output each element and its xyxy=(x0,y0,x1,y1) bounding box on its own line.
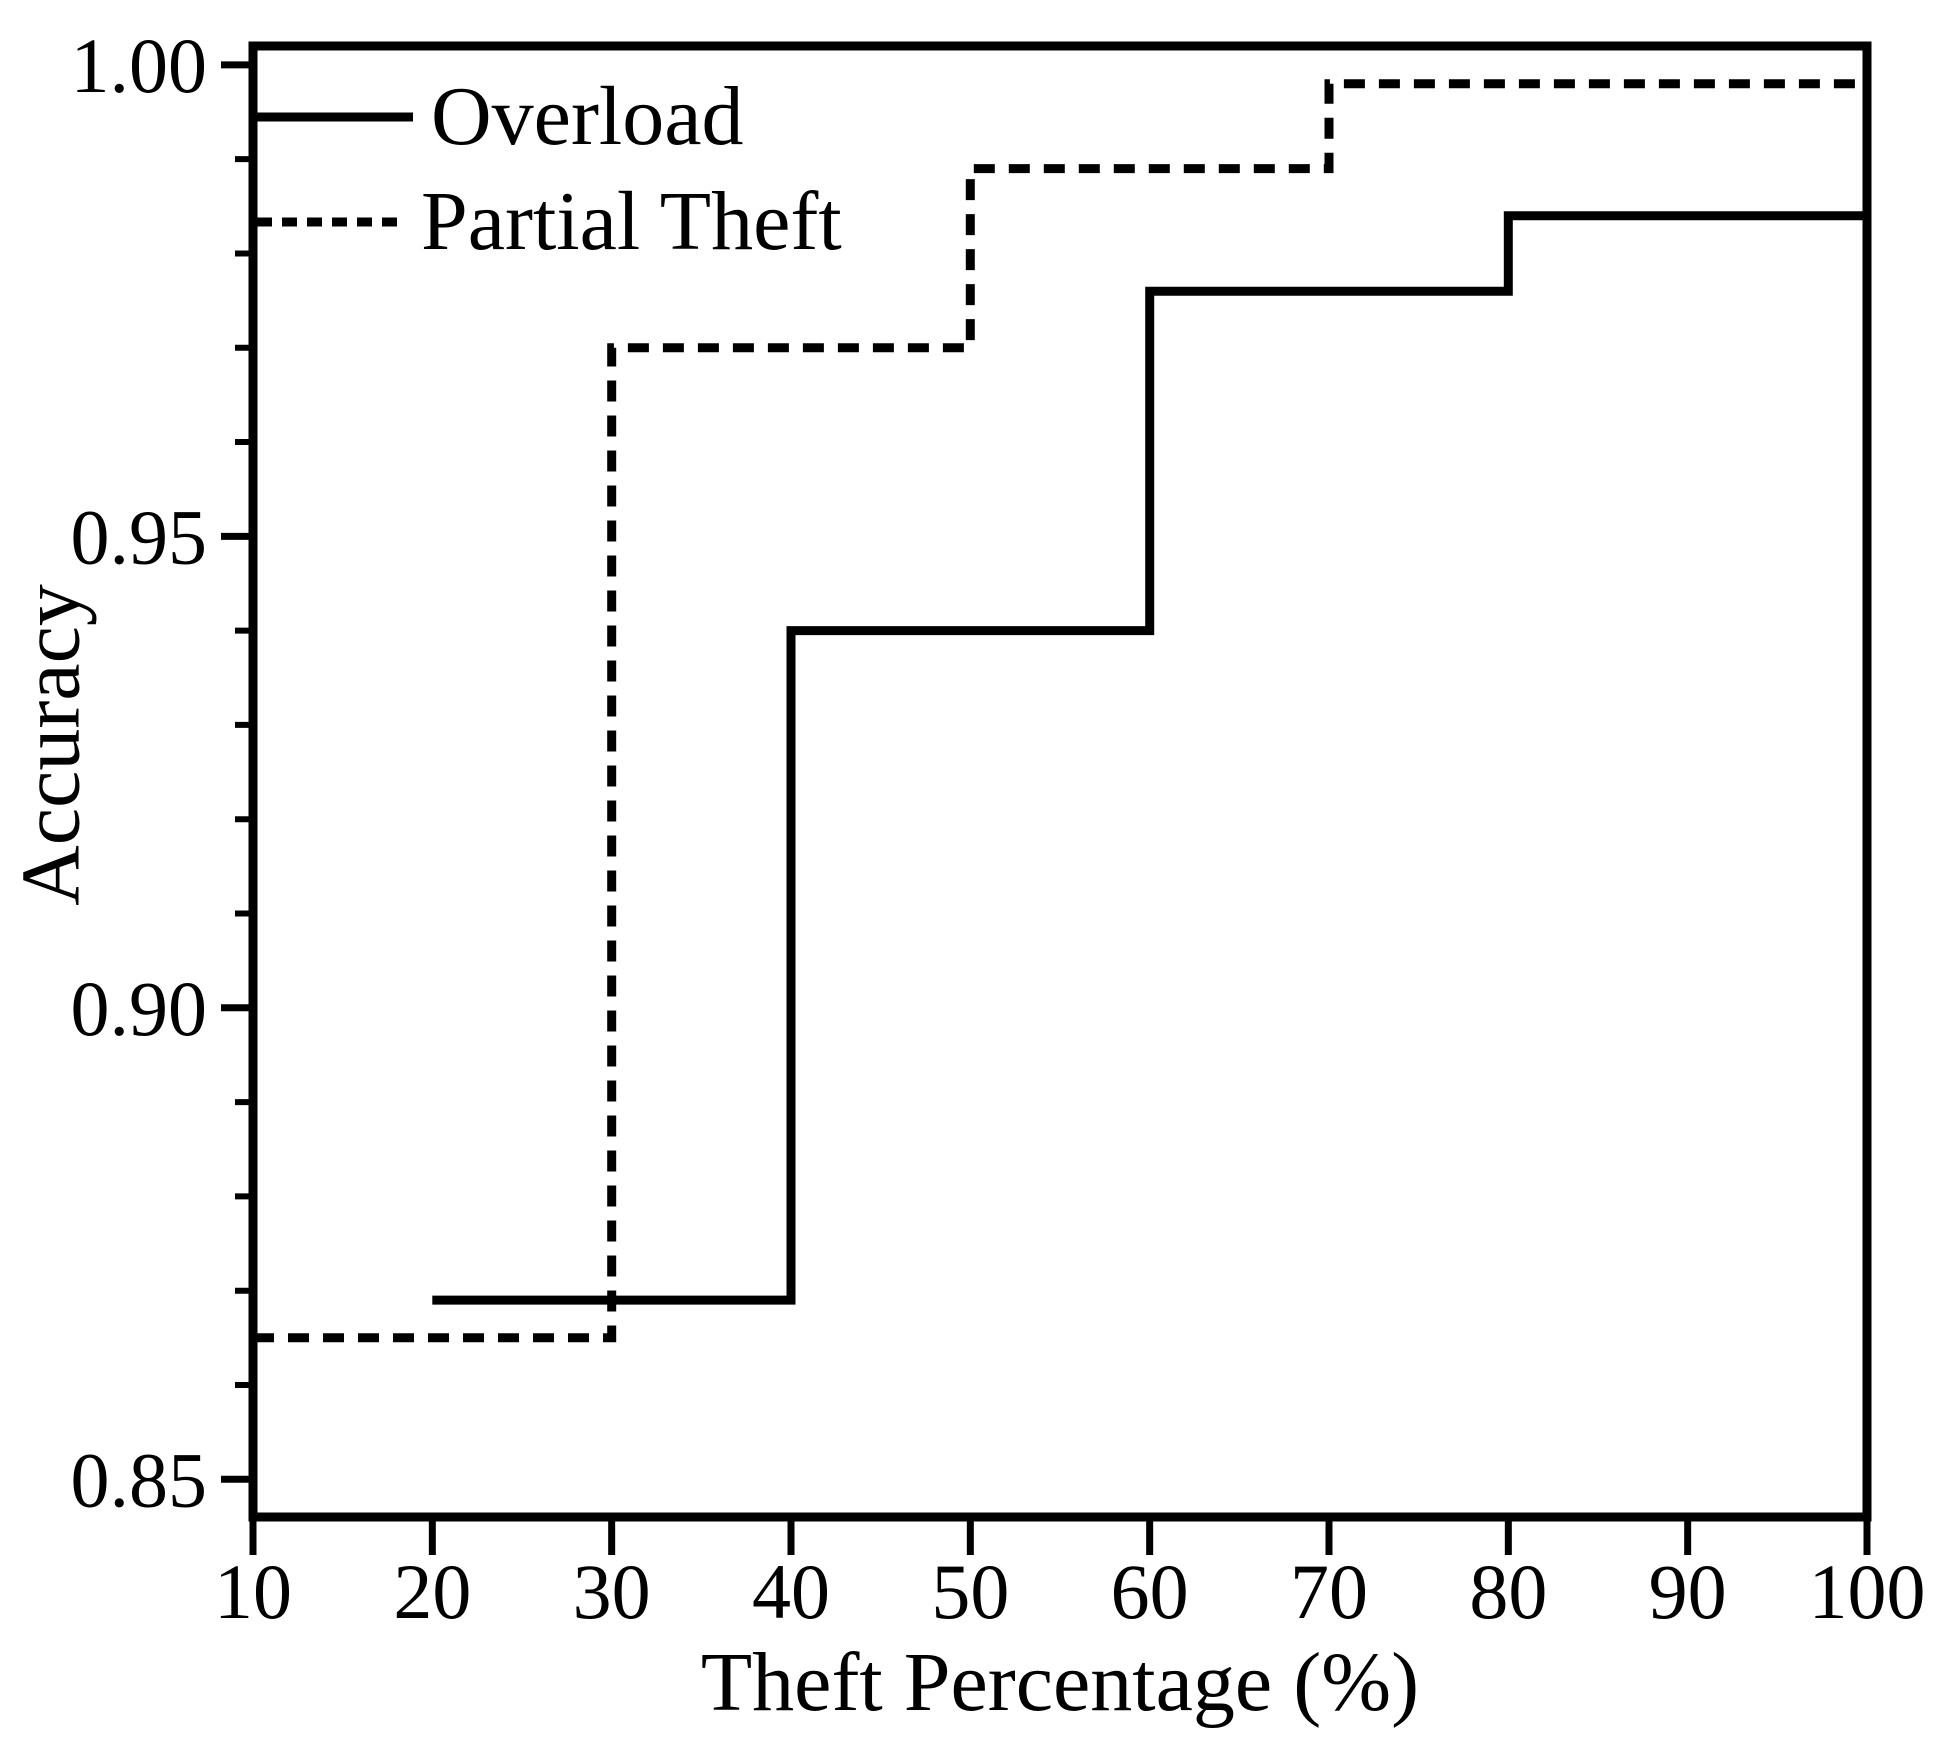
x-axis-title: Theft Percentage (%) xyxy=(700,1636,1420,1729)
legend-item-partial-theft: Partial Theft xyxy=(257,176,842,268)
x-tick-label: 20 xyxy=(393,1548,471,1635)
x-tick-label: 10 xyxy=(214,1548,292,1635)
legend-item-overload: Overload xyxy=(257,71,744,163)
y-tick-label: 0.90 xyxy=(71,965,208,1052)
series-line-overload xyxy=(432,211,1867,1305)
x-tick-label: 80 xyxy=(1469,1548,1547,1635)
y-tick-label: 0.95 xyxy=(71,493,208,580)
legend-line-dashed-sample xyxy=(257,217,403,227)
y-axis-title: Accuracy xyxy=(4,584,98,906)
legend-label-partial-theft: Partial Theft xyxy=(421,175,842,268)
x-tick-label: 50 xyxy=(931,1548,1009,1635)
series-line-partial-theft xyxy=(253,79,1867,1343)
y-tick-label: 1.00 xyxy=(71,22,208,109)
x-tick-label: 30 xyxy=(573,1548,651,1635)
x-tick-label: 90 xyxy=(1649,1548,1727,1635)
x-tick-label: 100 xyxy=(1809,1548,1926,1635)
plot-area-border xyxy=(248,41,1872,1522)
y-tick-label: 0.85 xyxy=(71,1436,208,1523)
legend-label-overload: Overload xyxy=(431,70,744,163)
x-tick-label: 70 xyxy=(1290,1548,1368,1635)
x-tick-label: 40 xyxy=(752,1548,830,1635)
x-tick-label: 60 xyxy=(1111,1548,1189,1635)
legend-line-solid-sample xyxy=(257,112,413,122)
